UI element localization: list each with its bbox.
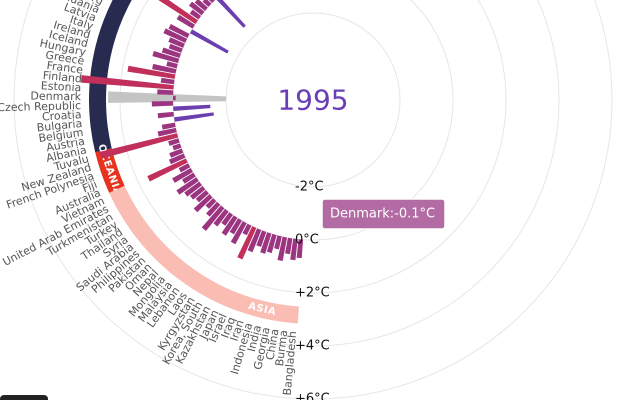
bar-austria [161, 122, 176, 130]
bar-malaysia [213, 208, 229, 227]
bar-thailand [176, 177, 199, 195]
bar-finland [80, 75, 174, 90]
country-label-greece: Greece [45, 48, 86, 67]
country-label-estonia: Estonia [41, 79, 82, 94]
bar-french-polynesia [172, 143, 182, 151]
bar-italy [161, 47, 181, 58]
continent-arc-asia [109, 185, 299, 324]
country-label-fiji: Fiji [81, 178, 99, 195]
bar-montenegro [176, 14, 195, 29]
country-label-india: India [245, 324, 264, 353]
bar-fiji [169, 148, 184, 158]
bar-luxembourg [163, 28, 188, 43]
country-label-belgium: Belgium [38, 126, 84, 145]
continent-arc-oceania [95, 148, 125, 193]
bar-czech-republic [151, 101, 174, 107]
bar-macedonia [168, 24, 190, 39]
scale-label: -2°C [295, 180, 324, 195]
bar-lithuania [168, 37, 185, 48]
scale-label: +4°C [295, 339, 330, 354]
bar-mongolia [201, 205, 225, 231]
bar-lebanon [221, 212, 233, 226]
year-label: 1995 [277, 84, 348, 117]
continent-arc-europe [89, 0, 132, 153]
bar-korea-south [230, 221, 247, 245]
bar-philippines [195, 190, 209, 203]
country-label-france: France [46, 59, 84, 77]
bar-oman [205, 198, 217, 209]
scale-label: 0°C [295, 233, 319, 248]
grid-ring [66, 0, 560, 347]
bar-albania [157, 127, 177, 137]
country-label-denmark: Denmark [30, 90, 81, 104]
continent-ring: EUROPEOCEANIAASIA [89, 0, 299, 324]
bar-india [274, 235, 282, 250]
bar-turkey [182, 172, 196, 184]
bar-france [160, 77, 175, 85]
bar-estonia [157, 89, 174, 95]
bar-laos [221, 215, 238, 236]
bar-iran [260, 232, 272, 254]
bar-slovakia [208, 0, 216, 3]
bar-belgium [174, 112, 214, 122]
bar-australia [168, 153, 186, 165]
bar-israel [247, 228, 262, 253]
bar-japan [237, 226, 257, 260]
bar-saudi-arabia [189, 185, 206, 200]
bar-ireland [152, 50, 180, 64]
bar-pakistan [193, 194, 213, 213]
bar-greece [127, 65, 176, 79]
bar-vietnam [147, 158, 188, 182]
bar-hungary [152, 63, 177, 74]
bar-kazakhstan [242, 223, 252, 236]
grid-ring [13, 0, 613, 400]
country-label-bulgaria: Bulgaria [36, 117, 83, 135]
tooltip-text: Denmark:-0.1°C [330, 207, 435, 222]
country-label-bangladesh: Bangladesh [281, 331, 300, 396]
bar-netherlands [158, 0, 198, 25]
bar-united-arab-emirates [178, 163, 191, 173]
country-label-iran: Iran [228, 318, 247, 342]
highlight-wedge [108, 91, 227, 103]
bar-spain [216, 0, 246, 28]
bar-new-zealand [168, 138, 180, 146]
bar-latvia [168, 43, 183, 53]
bar-malta [189, 29, 229, 54]
country-label-china: China [264, 328, 282, 361]
country-bars [80, 0, 304, 262]
bar-bangladesh [296, 239, 304, 259]
bar-bulgaria [157, 111, 174, 119]
bar-kyrgyzstan [229, 218, 242, 235]
country-label-finland: Finland [42, 69, 82, 86]
tooltip-box [321, 198, 446, 230]
bar-burma [290, 238, 298, 261]
bar-tuvalu [99, 133, 179, 159]
country-label-czech-republic: Czech Republic [0, 99, 81, 114]
corner-widget [0, 395, 48, 400]
tooltip: Denmark:-0.1°C [321, 198, 446, 230]
bar-iraq [256, 230, 267, 247]
bar-syria [184, 181, 202, 197]
bar-norway [189, 9, 202, 20]
bar-georgia [277, 236, 288, 262]
temperature-scale: -2°C 0°C +2°C +4°C +6°C [295, 180, 330, 400]
bar-croatia [173, 104, 211, 112]
bar-nepal [206, 201, 221, 217]
country-label-croatia: Croatia [42, 108, 82, 123]
scale-label: +6°C [295, 392, 330, 400]
bar-turkmenistan [172, 168, 193, 183]
bar-denmark [173, 95, 176, 101]
country-labels: AngolaAlgeriaUkraineSwitzerlandSwedenSpa… [0, 0, 299, 396]
country-label-burma: Burma [273, 329, 290, 367]
bar-russia [194, 0, 208, 11]
bar-indonesia [266, 233, 277, 254]
bar-poland [188, 1, 205, 16]
bar-china [285, 237, 293, 255]
scale-label: +2°C [295, 286, 330, 301]
bar-serbia [202, 0, 212, 7]
bar-iceland [166, 61, 178, 69]
